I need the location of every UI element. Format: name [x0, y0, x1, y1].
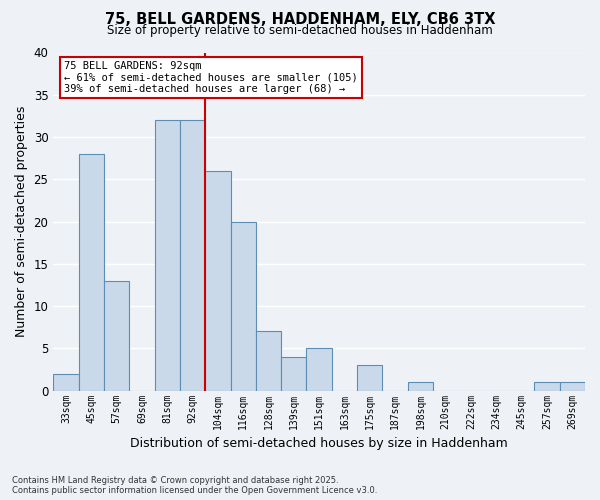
Bar [205, 171, 230, 390]
Bar [230, 222, 256, 390]
Text: Contains HM Land Registry data © Crown copyright and database right 2025.
Contai: Contains HM Land Registry data © Crown c… [12, 476, 377, 495]
Bar [307, 348, 332, 391]
Bar [281, 357, 307, 390]
Y-axis label: Number of semi-detached properties: Number of semi-detached properties [15, 106, 28, 338]
Bar [357, 366, 382, 390]
Bar [180, 120, 205, 390]
X-axis label: Distribution of semi-detached houses by size in Haddenham: Distribution of semi-detached houses by … [130, 437, 508, 450]
Bar [104, 280, 129, 390]
Bar [155, 120, 180, 390]
Text: Size of property relative to semi-detached houses in Haddenham: Size of property relative to semi-detach… [107, 24, 493, 37]
Text: 75, BELL GARDENS, HADDENHAM, ELY, CB6 3TX: 75, BELL GARDENS, HADDENHAM, ELY, CB6 3T… [105, 12, 495, 28]
Bar [53, 374, 79, 390]
Bar [408, 382, 433, 390]
Bar [79, 154, 104, 390]
Bar [535, 382, 560, 390]
Text: 75 BELL GARDENS: 92sqm
← 61% of semi-detached houses are smaller (105)
39% of se: 75 BELL GARDENS: 92sqm ← 61% of semi-det… [64, 61, 358, 94]
Bar [560, 382, 585, 390]
Bar [256, 332, 281, 390]
